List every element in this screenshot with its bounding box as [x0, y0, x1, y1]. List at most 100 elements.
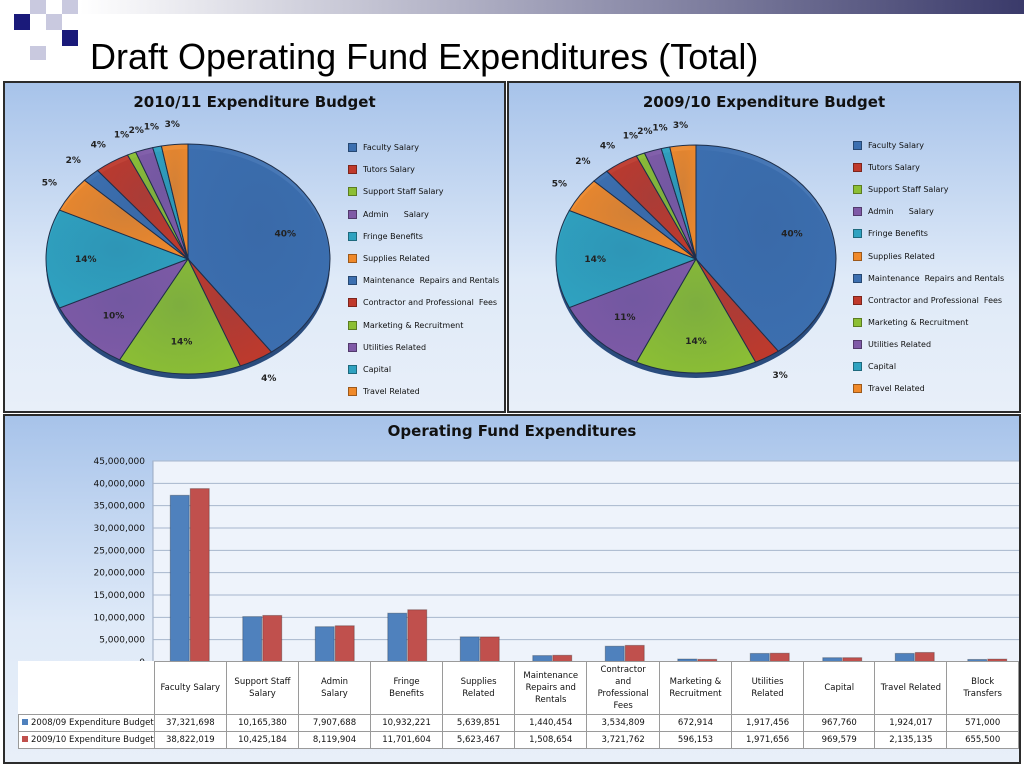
- data-table: Faculty Salary Support Staff Salary Admin Sa…: [18, 661, 1019, 749]
- legend-item: Faculty Salary: [348, 143, 419, 152]
- legend-swatch: [853, 339, 862, 349]
- legend-swatch: [348, 320, 357, 330]
- table-cell: 571,000: [946, 714, 1019, 732]
- table-cell: 1,924,017: [874, 714, 948, 732]
- legend-swatch: [853, 163, 862, 173]
- legend-label: Faculty Salary: [868, 141, 925, 150]
- legend-item: Maintenance Repairs and Rentals: [348, 276, 500, 286]
- pie-panel-2010-11: 2010/11 Expenditure Budget 40% 4% 14% 10% 14…: [3, 81, 506, 413]
- legend-swatch: [348, 209, 357, 219]
- pie-slice: [118, 258, 241, 375]
- category-label: Faculty Salary: [153, 661, 227, 715]
- legend-label: Maintenance Repairs and Rentals: [868, 273, 1005, 283]
- pie-data-label: 1%: [623, 132, 638, 142]
- legend-item: Faculty Salary: [853, 141, 924, 150]
- table-cell: 37,321,698: [153, 714, 227, 732]
- legend-label: Tutors Salary: [868, 163, 920, 173]
- legend-label: Fringe Benefits: [363, 231, 423, 241]
- pie-panel-2009-10: 2009/10 Expenditure Budget 40% 3% 14% 11% 14…: [507, 81, 1021, 413]
- series-label: 2009/10 Expenditure Budget: [18, 731, 155, 749]
- bar: [189, 488, 210, 663]
- table-cell: 655,500: [946, 731, 1019, 749]
- legend-label: Contractor and Professional Fees: [363, 298, 498, 308]
- legend-swatch: [853, 273, 862, 283]
- table-row: 2009/10 Expenditure Budget 38,822,019 10,4…: [18, 731, 1019, 749]
- legend-swatch: [853, 384, 862, 394]
- table-cell: 10,165,380: [225, 714, 300, 732]
- legend-item: Utilities Related: [348, 342, 426, 352]
- pie-data-label: 5%: [42, 179, 57, 189]
- legend-swatch: [348, 342, 357, 352]
- y-tick-label: 20,000,000: [93, 569, 145, 579]
- category-label: Utilities Related: [731, 661, 805, 715]
- table-cell: 8,119,904: [298, 731, 371, 749]
- slide-title: Draft Operating Fund Expenditures (Total…: [90, 36, 759, 77]
- legend-swatch: [853, 207, 862, 217]
- pie-slice: [555, 209, 698, 309]
- legend-label: Support Staff Salary: [868, 185, 949, 195]
- table-corner: [19, 662, 155, 715]
- category-label: Capital: [803, 661, 876, 715]
- table-row: 2008/09 Expenditure Budget 37,321,698 10,1…: [18, 714, 1019, 732]
- legend-label: Admin Salary: [363, 209, 429, 219]
- y-tick-label: 15,000,000: [93, 591, 145, 601]
- legend-swatch: [853, 295, 862, 305]
- pie-data-label: 3%: [673, 121, 688, 131]
- legend-swatch: [348, 254, 357, 263]
- legend-item: Capital: [348, 365, 391, 374]
- legend-item: Tutors Salary: [348, 165, 415, 175]
- bar-panel: Operating Fund Expenditures 05,000,00010…: [3, 414, 1021, 764]
- legend-label: Supplies Related: [363, 254, 430, 263]
- table-cell: 1,971,656: [731, 731, 805, 749]
- bar: [242, 616, 263, 663]
- y-tick-label: 25,000,000: [93, 546, 145, 556]
- pie-data-label: 10%: [103, 312, 125, 322]
- pie-data-label: 4%: [91, 140, 106, 150]
- bar: [479, 636, 500, 663]
- legend-swatch: [348, 231, 357, 241]
- y-tick-label: 45,000,000: [93, 457, 145, 467]
- category-label: Contractor and Professional Fees: [586, 661, 660, 715]
- legend-label: Maintenance Repairs and Rentals: [363, 276, 500, 286]
- legend-label: Marketing & Recruitment: [363, 320, 464, 330]
- table-header-row: Faculty Salary Support Staff Salary Admin Sa…: [19, 661, 1019, 715]
- pie-data-label: 3%: [165, 120, 180, 130]
- table-cell: 10,932,221: [369, 714, 444, 732]
- pie-data-label: 14%: [685, 337, 707, 347]
- category-label: Supplies Related: [442, 661, 515, 715]
- bar: [387, 612, 408, 663]
- legend-label: Support Staff Salary: [363, 187, 444, 197]
- decor-square: [14, 14, 30, 30]
- pie-data-label: 11%: [614, 313, 636, 323]
- category-label: Maintenance Repairs and Rentals: [513, 661, 588, 715]
- legend-item: Marketing & Recruitment: [348, 320, 464, 330]
- decor-square: [46, 14, 62, 30]
- pie-data-label: 1%: [144, 123, 159, 133]
- table-cell: 3,721,762: [586, 731, 660, 749]
- legend-label: Capital: [363, 365, 392, 374]
- legend-swatch: [348, 387, 357, 397]
- legend-item: Marketing & Recruitment: [853, 317, 969, 327]
- legend-label: Capital: [868, 362, 897, 371]
- legend-swatch: [853, 317, 862, 327]
- legend-label: Fringe Benefits: [868, 229, 928, 239]
- legend-item: Maintenance Repairs and Rentals: [853, 273, 1005, 283]
- category-label: Block Transfers: [946, 661, 1019, 715]
- table-cell: 969,579: [803, 731, 876, 749]
- legend-swatch: [348, 165, 357, 175]
- pie-slice: [187, 143, 331, 353]
- legend-label: Utilities Related: [868, 339, 932, 349]
- y-tick-label: 40,000,000: [93, 479, 145, 489]
- bar: [262, 614, 283, 663]
- pie-slice: [635, 258, 757, 374]
- legend-label: Travel Related: [868, 384, 925, 394]
- pie-data-label: 2%: [575, 157, 590, 167]
- bar: [334, 625, 355, 663]
- pie-legend: Faculty Salary Tutors Salary Support Staff…: [853, 141, 1018, 411]
- legend-item: Supplies Related: [348, 254, 430, 263]
- legend-label: Marketing & Recruitment: [868, 317, 969, 327]
- legend-label: Travel Related: [363, 387, 420, 397]
- legend-item: Capital: [853, 362, 896, 371]
- decor-square: [62, 30, 78, 46]
- legend-item: Travel Related: [853, 384, 925, 394]
